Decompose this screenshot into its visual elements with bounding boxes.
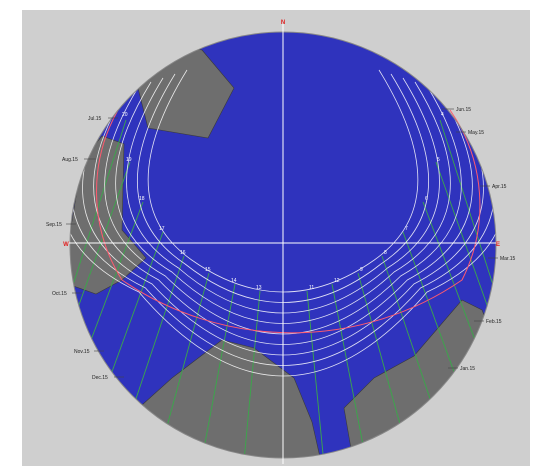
month-label-mar: Mar.15 [500, 256, 516, 262]
hour-label-20: 20 [122, 112, 128, 118]
hour-label-4: 4 [441, 112, 444, 118]
month-label-aug: Aug.15 [62, 157, 78, 163]
month-label-oct: Oct.15 [52, 291, 67, 297]
month-label-jan: Jan.15 [460, 366, 475, 372]
sun-path-diagram-frame: N S E W Jun.15 May.15 Apr.15 Mar.15 Feb.… [22, 10, 530, 466]
cardinal-east-label: E [496, 242, 500, 248]
hour-line [200, 283, 236, 458]
hour-line [306, 290, 325, 458]
month-label-dec: Dec.15 [92, 375, 108, 381]
hour-label-7: 7 [405, 226, 408, 232]
hour-labels-right: 11 12 9 8 7 6 5 4 [309, 112, 444, 291]
hour-label-18: 18 [139, 196, 145, 202]
month-label-ticks-east [442, 108, 498, 369]
hour-label-9: 9 [360, 267, 363, 273]
month-labels-east: Jun.15 May.15 Apr.15 Mar.15 Feb.15 Jan.1… [456, 107, 516, 372]
hour-label-6: 6 [425, 196, 428, 202]
month-label-jun: Jun.15 [456, 107, 471, 113]
hour-label-12: 12 [334, 278, 340, 284]
month-label-apr: Apr.15 [492, 184, 507, 190]
hour-label-11: 11 [309, 285, 314, 291]
month-label-sep: Sep.15 [46, 222, 62, 228]
sun-path-diagram: N S E W Jun.15 May.15 Apr.15 Mar.15 Feb.… [46, 20, 516, 464]
month-label-feb: Feb.15 [486, 319, 502, 325]
hour-label-14: 14 [231, 278, 237, 284]
hour-label-16: 16 [180, 250, 186, 256]
month-labels-west: Jul.15 Aug.15 Sep.15 Oct.15 Nov.15 Dec.1… [46, 116, 108, 381]
month-label-ticks-west [66, 117, 124, 378]
hour-label-15: 15 [205, 267, 211, 273]
hour-label-19: 19 [126, 157, 132, 163]
hour-line [243, 290, 261, 458]
hour-label-8: 8 [384, 250, 387, 256]
cardinal-west-label: W [63, 242, 69, 248]
hour-label-5: 5 [437, 157, 440, 163]
cardinal-north-label: N [281, 20, 285, 26]
month-label-nov: Nov.15 [74, 349, 90, 355]
month-label-jul: Jul.15 [88, 116, 102, 122]
hour-label-13: 13 [256, 285, 262, 291]
month-label-may: May.15 [468, 130, 484, 136]
hour-label-17: 17 [159, 226, 165, 232]
hour-line [331, 283, 367, 458]
horizon-limit-arc [96, 109, 481, 334]
hour-labels-left: 20 19 18 17 16 15 14 13 [122, 112, 262, 291]
